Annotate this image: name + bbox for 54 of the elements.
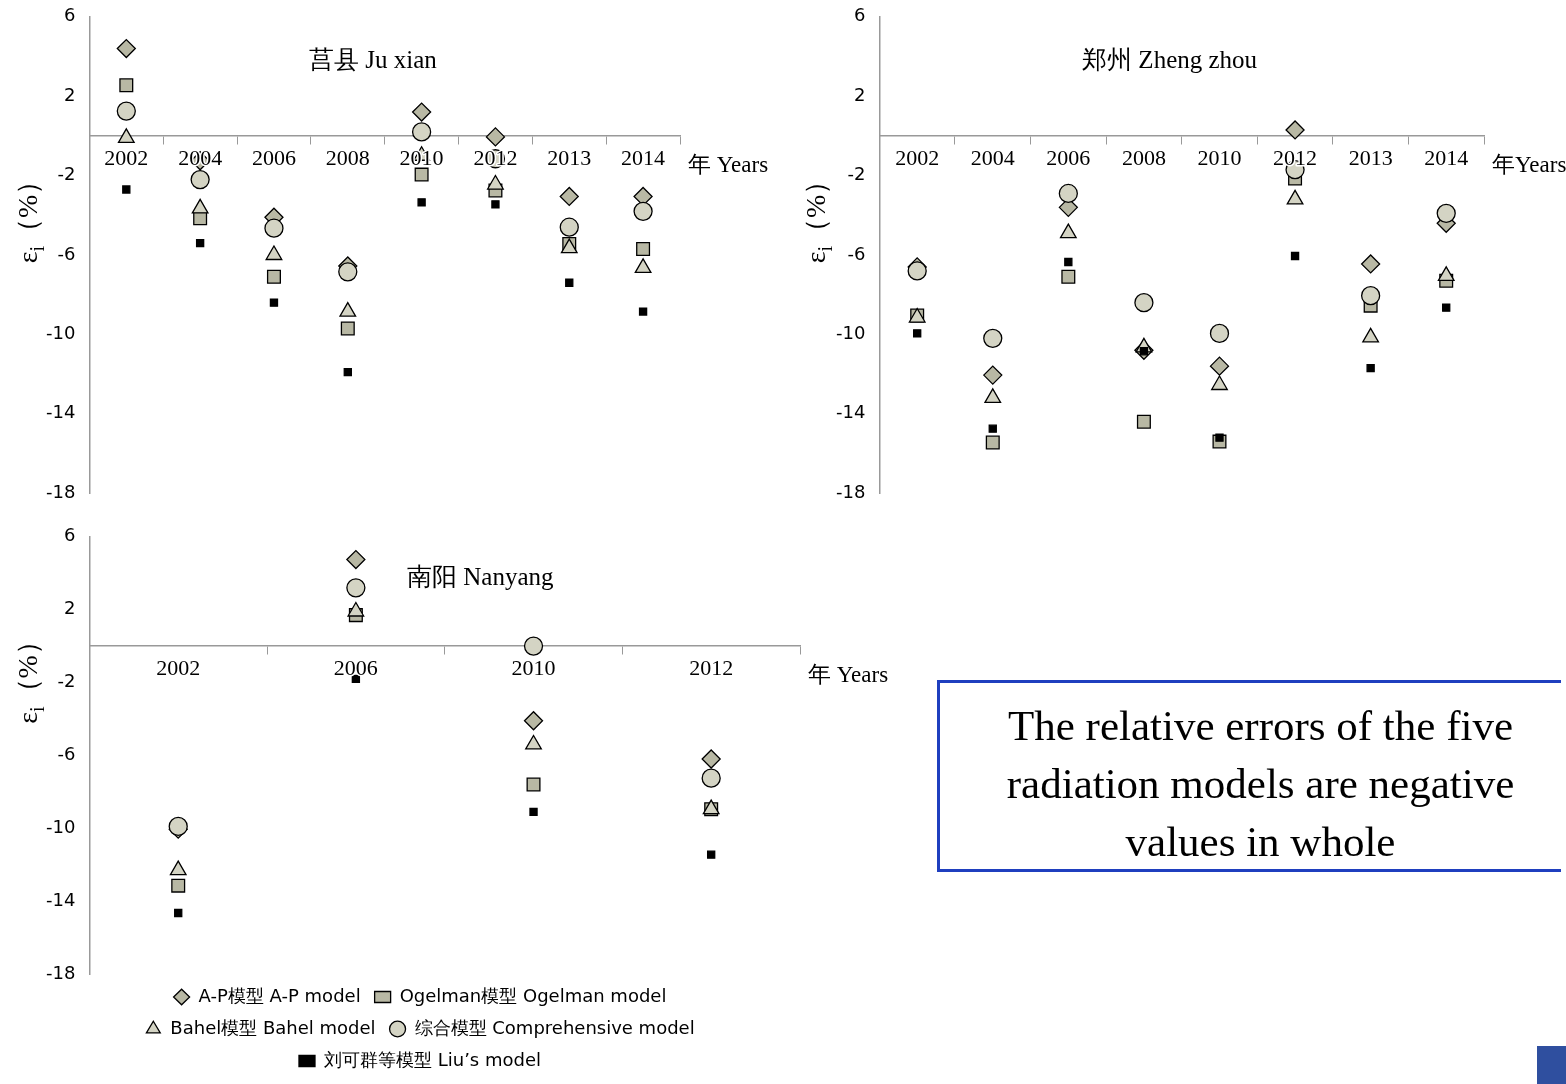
y-tick-label: 6: [853, 4, 866, 26]
y-tick-label: -14: [45, 401, 76, 423]
x-tick-label: 2008: [1121, 144, 1166, 170]
y-tick-label: -6: [847, 242, 866, 264]
text: 莒县 Ju xian: [309, 46, 438, 74]
x-axis-title: 年Years: [1492, 151, 1566, 177]
x-axis-title: 年 Years: [808, 662, 889, 688]
y-tick-label: -6: [57, 242, 76, 264]
x-tick-label: 2002: [156, 654, 201, 680]
y-tick-label: -18: [45, 480, 76, 502]
y-tick-label: 2: [63, 597, 76, 619]
y-tick-label: 6: [63, 524, 76, 546]
y-tick-label: 6: [63, 4, 76, 26]
x-tick-label: 2014: [621, 144, 666, 170]
x-tick-label: 2012: [1273, 144, 1318, 170]
y-tick-label: -18: [835, 480, 866, 502]
y-axis-title: εi（%）: [12, 166, 48, 264]
x-tick-label: 2006: [333, 654, 378, 680]
y-axis-title: εi（%）: [800, 166, 836, 264]
x-tick-label: 2014: [1424, 144, 1469, 170]
legend-label: A-P模型 A-P model: [198, 984, 361, 1006]
x-tick-label: 2008: [325, 144, 370, 170]
y-tick-label: -14: [835, 401, 866, 423]
x-tick-label: 2002: [895, 144, 940, 170]
legend-label: Bahel模型 Bahel model: [170, 1016, 376, 1038]
y-tick-label: -2: [57, 670, 76, 692]
x-tick-label: 2006: [1046, 144, 1091, 170]
x-tick-label: 2010: [1197, 144, 1242, 170]
y-tick-label: -2: [847, 163, 866, 185]
text: 郑州 Zheng zhou: [1082, 46, 1258, 74]
y-tick-label: -14: [45, 888, 76, 910]
y-tick-label: -6: [57, 743, 76, 765]
text: 南阳 Nanyang: [406, 563, 554, 591]
y-tick-label: -2: [57, 163, 76, 185]
x-tick-label: 2010: [399, 144, 444, 170]
x-tick-label: 2013: [1348, 144, 1393, 170]
x-tick-label: 2002: [104, 144, 149, 170]
x-tick-label: 2006: [251, 144, 296, 170]
x-tick-label: 2004: [970, 144, 1015, 170]
y-tick-label: 2: [63, 83, 76, 105]
y-axis-title: εi（%）: [12, 627, 48, 724]
y-tick-label: -10: [45, 322, 76, 344]
y-tick-label: -18: [45, 961, 76, 983]
x-tick-label: 2013: [547, 144, 592, 170]
legend-label: 综合模型 Comprehensive model: [414, 1016, 695, 1038]
x-axis-title: 年 Years: [688, 151, 769, 177]
y-tick-label: -10: [45, 815, 76, 837]
y-tick-label: 2: [853, 83, 866, 105]
text: The relative errors of the five radiation models are negative values in whole: [1005, 701, 1516, 867]
legend-label: 刘可群等模型 Liu’s model: [323, 1048, 542, 1070]
y-tick-label: -10: [835, 322, 866, 344]
x-tick-label: 2012: [689, 654, 734, 680]
x-tick-label: 2010: [511, 654, 556, 680]
legend-label: Ogelman模型 Ogelman model: [399, 984, 667, 1006]
